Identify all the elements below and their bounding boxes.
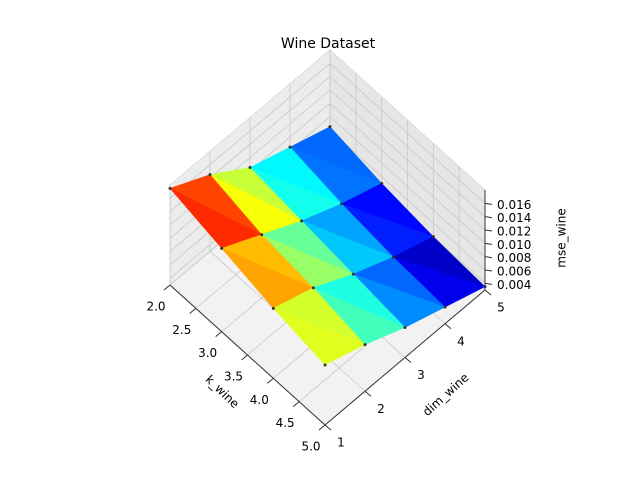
data-point [208, 173, 212, 177]
grid-line [329, 116, 486, 257]
y-axis-label: dim_wine [420, 370, 472, 418]
data-point [311, 286, 315, 290]
z-tick-label: 0.006 [497, 265, 531, 279]
data-point [403, 326, 407, 329]
grid-line [329, 103, 486, 244]
z-tick [484, 229, 493, 232]
x-tick [215, 331, 222, 338]
x-tick [163, 284, 171, 291]
axis-line [324, 289, 486, 426]
y-tick [404, 357, 412, 363]
z-tick [484, 269, 493, 272]
data-point [391, 255, 395, 259]
data-point [340, 202, 344, 206]
x-tick [318, 424, 326, 431]
x-tick-label: 5.0 [301, 440, 320, 454]
y-tick-label: 4 [457, 334, 465, 348]
data-point [323, 363, 327, 367]
data-point [260, 233, 264, 237]
y-tick [484, 289, 492, 296]
data-point [300, 219, 304, 223]
z-tick-label: 0.012 [497, 225, 531, 239]
data-point [443, 305, 447, 309]
z-tick [484, 282, 493, 285]
x-tick-label: 4.0 [250, 393, 269, 407]
z-tick-label: 0.014 [497, 211, 531, 225]
y-tick-label: 5 [497, 301, 505, 315]
z-tick-label: 0.010 [497, 238, 531, 252]
x-tick-label: 4.5 [276, 416, 295, 430]
x-tick-label: 2.5 [172, 323, 191, 337]
x-tick-label: 3.0 [198, 346, 217, 360]
x-tick [241, 354, 248, 361]
data-point [351, 272, 355, 276]
y-tick [364, 390, 372, 397]
data-point [328, 125, 332, 129]
data-point [431, 235, 435, 239]
y-tick [444, 323, 452, 330]
grid-line [329, 89, 486, 231]
z-tick [484, 202, 493, 205]
z-tick-label: 0.008 [497, 251, 531, 265]
data-point [483, 285, 487, 289]
surface-facet [273, 308, 366, 366]
x-tick [267, 377, 274, 384]
data-point [380, 181, 384, 185]
z-axis-label: mse_wine [555, 208, 569, 267]
y-tick-label: 3 [417, 368, 425, 382]
grid-line [329, 63, 486, 204]
y-tick [324, 424, 332, 431]
x-tick-label: 3.5 [224, 370, 243, 384]
data-point [248, 166, 252, 169]
data-point [363, 343, 367, 347]
grid-line [329, 76, 486, 217]
data-point [220, 246, 224, 250]
chart-title: Wine Dataset [281, 36, 376, 52]
axis-line [169, 284, 326, 426]
x-tick [189, 307, 197, 314]
z-tick [484, 216, 493, 219]
z-tick-label: 0.016 [497, 198, 531, 212]
data-point [288, 145, 292, 149]
z-tick [484, 256, 493, 259]
grid-line [329, 129, 486, 271]
y-tick-label: 2 [377, 402, 385, 416]
data-point [271, 306, 275, 310]
data-point [168, 186, 172, 190]
x-tick-label: 2.0 [146, 300, 165, 314]
y-tick-label: 1 [337, 436, 345, 450]
x-tick [292, 401, 300, 408]
z-tick-label: 0.004 [497, 278, 531, 292]
z-tick [484, 242, 493, 245]
grid-line [169, 63, 331, 199]
